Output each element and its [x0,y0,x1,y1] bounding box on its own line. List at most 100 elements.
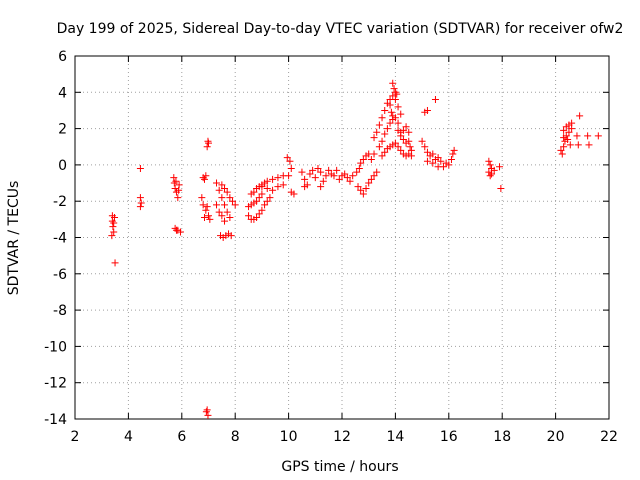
data-series-sdtvar [108,79,602,419]
data-point [314,165,322,173]
data-point [370,150,378,158]
data-point [381,148,389,156]
data-point [317,168,325,176]
data-point [421,143,429,151]
data-point [397,132,405,140]
data-point [391,96,399,104]
data-point [223,188,231,196]
data-point [402,123,410,131]
data-point [202,206,210,214]
data-point [269,175,277,183]
data-point [136,194,144,202]
data-point [343,174,351,182]
data-point [335,175,343,183]
data-point [110,228,118,236]
data-point [274,183,282,191]
data-point [560,134,568,142]
data-point [203,406,211,414]
data-point [205,139,212,147]
data-point [221,184,229,192]
data-point [263,177,271,185]
data-point [301,183,309,191]
grid [75,56,609,419]
data-point [386,119,394,127]
data-point [378,114,386,122]
data-point [223,208,231,216]
data-point [406,143,414,151]
data-point [497,184,505,192]
data-point [362,184,370,192]
y-tick-label: -12 [44,376,67,392]
data-point [386,101,394,109]
data-point [261,201,269,209]
data-point [574,141,582,149]
data-point [263,197,271,205]
data-point [245,212,253,220]
data-point [285,172,293,180]
data-point [198,194,206,202]
data-point [317,183,325,191]
data-point [226,214,234,222]
x-tick-label: 14 [386,429,404,445]
data-point [405,137,413,145]
y-tick-label: -4 [53,231,67,247]
data-point [218,194,226,202]
data-point [170,174,178,182]
chart-title: Day 199 of 2025, Sidereal Day-to-day VTE… [57,21,624,37]
data-point [213,179,221,187]
data-point [367,155,375,163]
data-point [490,166,498,174]
data-point [584,132,592,140]
x-tick-label: 4 [124,429,133,445]
y-axis-label: SDTVAR / TECUs [6,181,22,296]
data-point [357,159,365,167]
data-point [353,168,361,176]
data-point [399,135,407,143]
data-point [213,201,221,209]
data-point [418,137,426,145]
data-point [218,212,226,220]
data-point [226,194,234,202]
data-point [290,190,298,198]
data-point [429,159,437,167]
y-tick-label: 2 [58,122,67,138]
data-point [322,172,330,180]
data-point [311,174,319,182]
data-point [258,206,266,214]
data-point [367,175,375,183]
data-point [306,170,314,178]
data-point [365,179,373,187]
data-point [111,214,119,222]
data-point [258,190,266,198]
data-point [215,208,223,216]
data-point [429,150,437,158]
data-point [172,226,180,234]
data-point [171,184,179,192]
data-point [496,163,504,171]
data-point [486,172,494,180]
data-point [594,132,602,140]
data-point [325,166,333,174]
data-point [206,215,214,223]
data-point [227,232,235,240]
data-point [263,184,271,192]
y-tick-label: 6 [58,49,67,65]
data-point [370,172,378,180]
data-point [258,183,266,191]
data-point [585,141,593,149]
data-point [136,203,144,211]
data-point [109,223,117,231]
data-point [437,157,445,165]
data-point [557,146,565,154]
data-point [170,179,178,187]
data-point [431,96,439,104]
data-point [221,217,229,225]
data-point [394,119,402,127]
data-point [397,110,405,118]
data-point [434,163,442,171]
data-point [387,108,395,116]
x-tick-label: 16 [440,429,458,445]
data-point [108,232,116,240]
data-point [172,177,180,185]
